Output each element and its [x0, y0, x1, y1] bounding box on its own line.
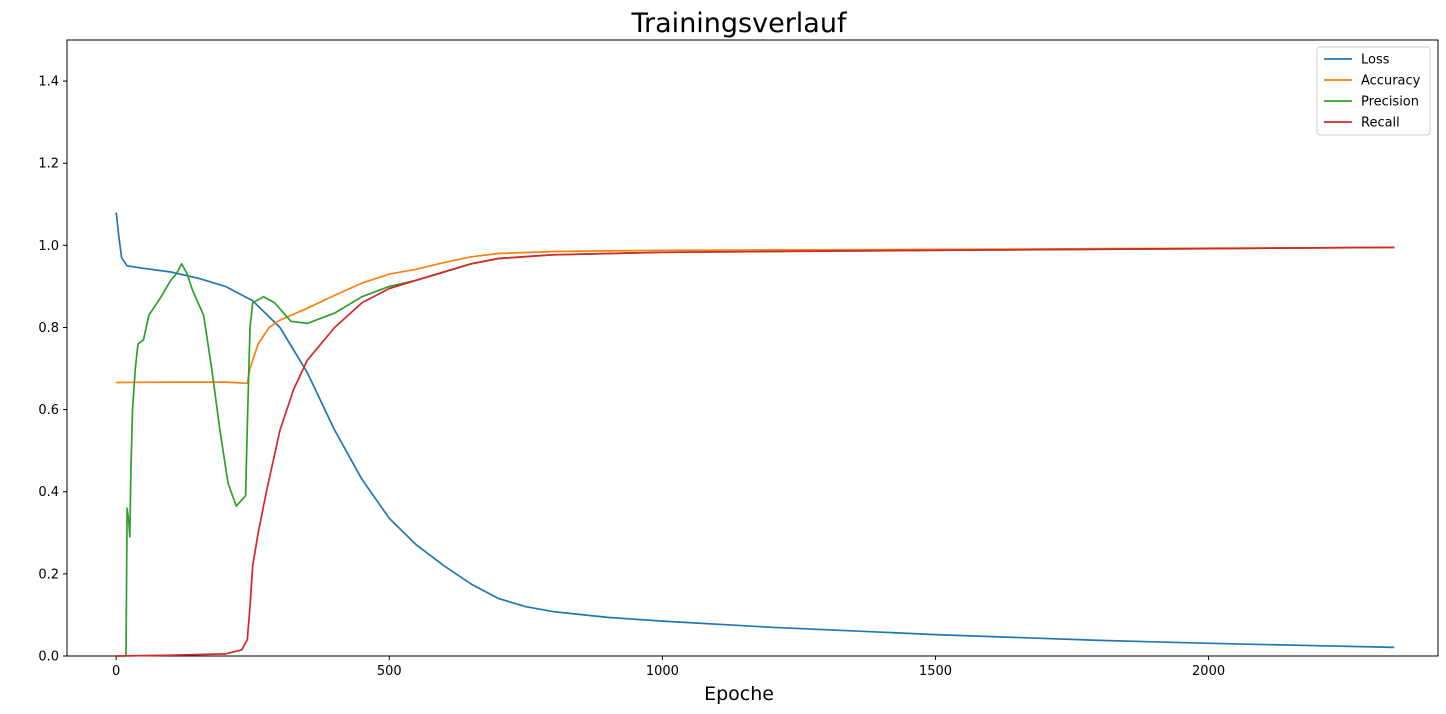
x-tick-label: 0	[112, 664, 120, 679]
legend-label-precision: Precision	[1361, 95, 1419, 110]
x-tick-label: 2000	[1192, 664, 1225, 679]
axes-frame	[66, 39, 1439, 657]
legend-label-recall: Recall	[1361, 116, 1400, 131]
series-line-loss	[115, 212, 1395, 649]
chart-title: Trainingsverlauf	[631, 8, 848, 39]
x-tick-label: 1500	[919, 664, 952, 679]
legend-label-accuracy: Accuracy	[1361, 74, 1421, 89]
x-tick-label: 500	[377, 664, 402, 679]
y-tick-label: 0.6	[38, 403, 59, 418]
y-tick-label: 0.0	[38, 650, 59, 665]
series-line-recall	[116, 246, 1395, 657]
y-tick-label: 0.8	[38, 321, 59, 336]
y-axis: 0.0 0.2 0.4 0.6 0.8 1.0 1.2 1.4	[38, 75, 67, 665]
y-tick-label: 1.2	[38, 157, 59, 172]
y-tick-label: 1.0	[38, 239, 59, 254]
x-tick-label: 1000	[646, 664, 679, 679]
legend: Loss Accuracy Precision Recall	[1316, 46, 1431, 136]
x-axis-label: Epoche	[704, 683, 774, 705]
x-axis: 0 500 1000 1500 2000	[112, 656, 1225, 679]
series-lines	[115, 212, 1395, 657]
legend-box	[1316, 46, 1431, 136]
plot-area: 0 500 1000 1500 2000 0.0 0.2 0.4 0.6 0.8 1.0 1.2 1.…	[38, 39, 1439, 679]
y-tick-label: 0.2	[38, 567, 59, 582]
legend-label-loss: Loss	[1361, 53, 1390, 68]
y-tick-label: 0.4	[38, 485, 59, 500]
y-tick-label: 1.4	[38, 75, 59, 90]
